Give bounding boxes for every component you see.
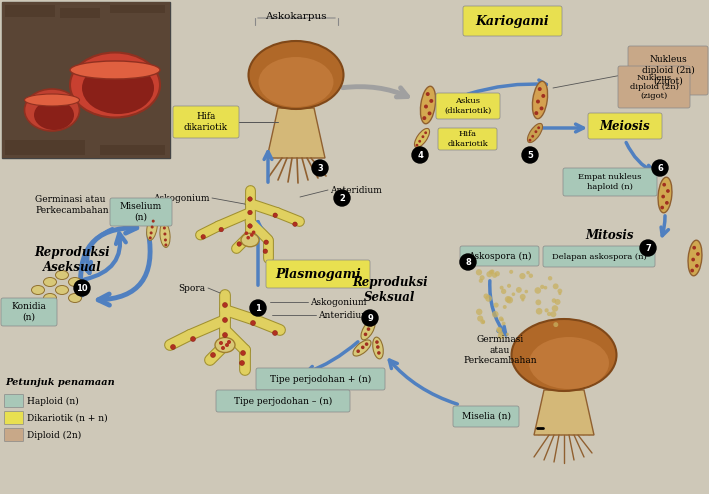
Text: Reproduksi
Aseksual: Reproduksi Aseksual: [34, 246, 110, 274]
Circle shape: [247, 210, 252, 215]
Circle shape: [540, 106, 544, 110]
Circle shape: [264, 240, 269, 245]
Ellipse shape: [31, 286, 45, 294]
Circle shape: [665, 201, 669, 205]
Circle shape: [418, 140, 421, 143]
Text: Askokarpus: Askokarpus: [265, 12, 327, 21]
Text: Anteridium: Anteridium: [318, 311, 370, 320]
Text: Konidia
(n): Konidia (n): [11, 302, 46, 322]
Circle shape: [505, 296, 511, 303]
Circle shape: [430, 99, 433, 103]
Circle shape: [225, 343, 229, 347]
Text: Delapan askospora (n): Delapan askospora (n): [552, 252, 647, 260]
FancyBboxPatch shape: [460, 246, 539, 266]
Text: Plasmogami: Plasmogami: [275, 267, 361, 281]
Circle shape: [424, 131, 427, 134]
FancyBboxPatch shape: [543, 246, 655, 267]
Polygon shape: [5, 5, 55, 17]
Circle shape: [696, 252, 700, 256]
Circle shape: [544, 286, 547, 289]
FancyBboxPatch shape: [463, 6, 562, 36]
Circle shape: [247, 197, 252, 201]
FancyBboxPatch shape: [216, 390, 350, 412]
Text: 10: 10: [76, 284, 88, 292]
Circle shape: [312, 160, 328, 176]
Circle shape: [485, 295, 492, 302]
Circle shape: [479, 275, 485, 280]
Circle shape: [201, 235, 206, 239]
Ellipse shape: [55, 286, 69, 294]
Circle shape: [150, 231, 152, 235]
Circle shape: [421, 135, 425, 138]
Polygon shape: [267, 108, 325, 158]
Circle shape: [362, 310, 378, 326]
Circle shape: [640, 240, 656, 256]
Circle shape: [493, 302, 498, 308]
Circle shape: [149, 236, 152, 240]
Circle shape: [227, 340, 231, 344]
Text: Askus
(dikariotik): Askus (dikariotik): [445, 97, 491, 115]
Text: 9: 9: [367, 314, 373, 323]
Circle shape: [661, 195, 665, 199]
Text: Miselia (n): Miselia (n): [462, 412, 510, 421]
Ellipse shape: [34, 100, 74, 130]
Circle shape: [512, 292, 515, 296]
Polygon shape: [60, 8, 100, 18]
Circle shape: [498, 317, 503, 321]
Circle shape: [500, 286, 503, 289]
Text: 2: 2: [339, 194, 345, 203]
Circle shape: [250, 233, 254, 237]
Circle shape: [219, 341, 223, 345]
FancyBboxPatch shape: [438, 128, 497, 150]
FancyBboxPatch shape: [628, 46, 708, 95]
Circle shape: [476, 269, 482, 276]
Text: Tipe perjodohan + (n): Tipe perjodohan + (n): [270, 374, 371, 383]
Circle shape: [519, 273, 525, 279]
Text: Miselium
(n): Miselium (n): [120, 203, 162, 222]
Circle shape: [495, 271, 500, 276]
Text: Diploid (2n): Diploid (2n): [27, 430, 82, 440]
Polygon shape: [5, 140, 85, 155]
Circle shape: [423, 116, 426, 120]
Circle shape: [221, 346, 225, 350]
Circle shape: [498, 332, 504, 339]
Circle shape: [522, 147, 538, 163]
Circle shape: [502, 322, 506, 326]
Circle shape: [506, 296, 513, 303]
Circle shape: [506, 333, 509, 336]
Ellipse shape: [529, 337, 609, 389]
Polygon shape: [2, 2, 170, 158]
Circle shape: [361, 346, 364, 349]
Circle shape: [272, 330, 277, 335]
Text: 6: 6: [657, 164, 663, 172]
Text: Askogonium: Askogonium: [154, 194, 210, 203]
Circle shape: [652, 160, 668, 176]
Circle shape: [263, 249, 267, 253]
Circle shape: [558, 292, 562, 295]
Circle shape: [516, 287, 522, 293]
Circle shape: [492, 273, 497, 278]
Circle shape: [428, 112, 432, 116]
Text: Empat nukleus
haploid (n): Empat nukleus haploid (n): [579, 173, 642, 191]
Text: Germinasi atau
Perkecambahan: Germinasi atau Perkecambahan: [35, 195, 108, 215]
Ellipse shape: [373, 337, 384, 359]
Circle shape: [552, 298, 557, 303]
Circle shape: [484, 293, 489, 299]
Circle shape: [521, 298, 525, 301]
Circle shape: [412, 147, 428, 163]
Circle shape: [497, 328, 501, 333]
Text: Hifa
dikariotik: Hifa dikariotik: [447, 130, 488, 148]
Text: Kariogami: Kariogami: [476, 14, 549, 28]
Circle shape: [526, 271, 530, 275]
Text: Germinasi
atau
Perkecambahan: Germinasi atau Perkecambahan: [463, 335, 537, 365]
Circle shape: [666, 189, 670, 193]
Text: Meiosis: Meiosis: [600, 120, 650, 132]
Text: Petunjuk penamaan: Petunjuk penamaan: [5, 378, 115, 387]
Ellipse shape: [511, 319, 617, 391]
Circle shape: [163, 233, 167, 236]
Circle shape: [152, 220, 155, 223]
Ellipse shape: [43, 278, 57, 287]
Polygon shape: [100, 145, 165, 155]
Circle shape: [692, 246, 696, 249]
